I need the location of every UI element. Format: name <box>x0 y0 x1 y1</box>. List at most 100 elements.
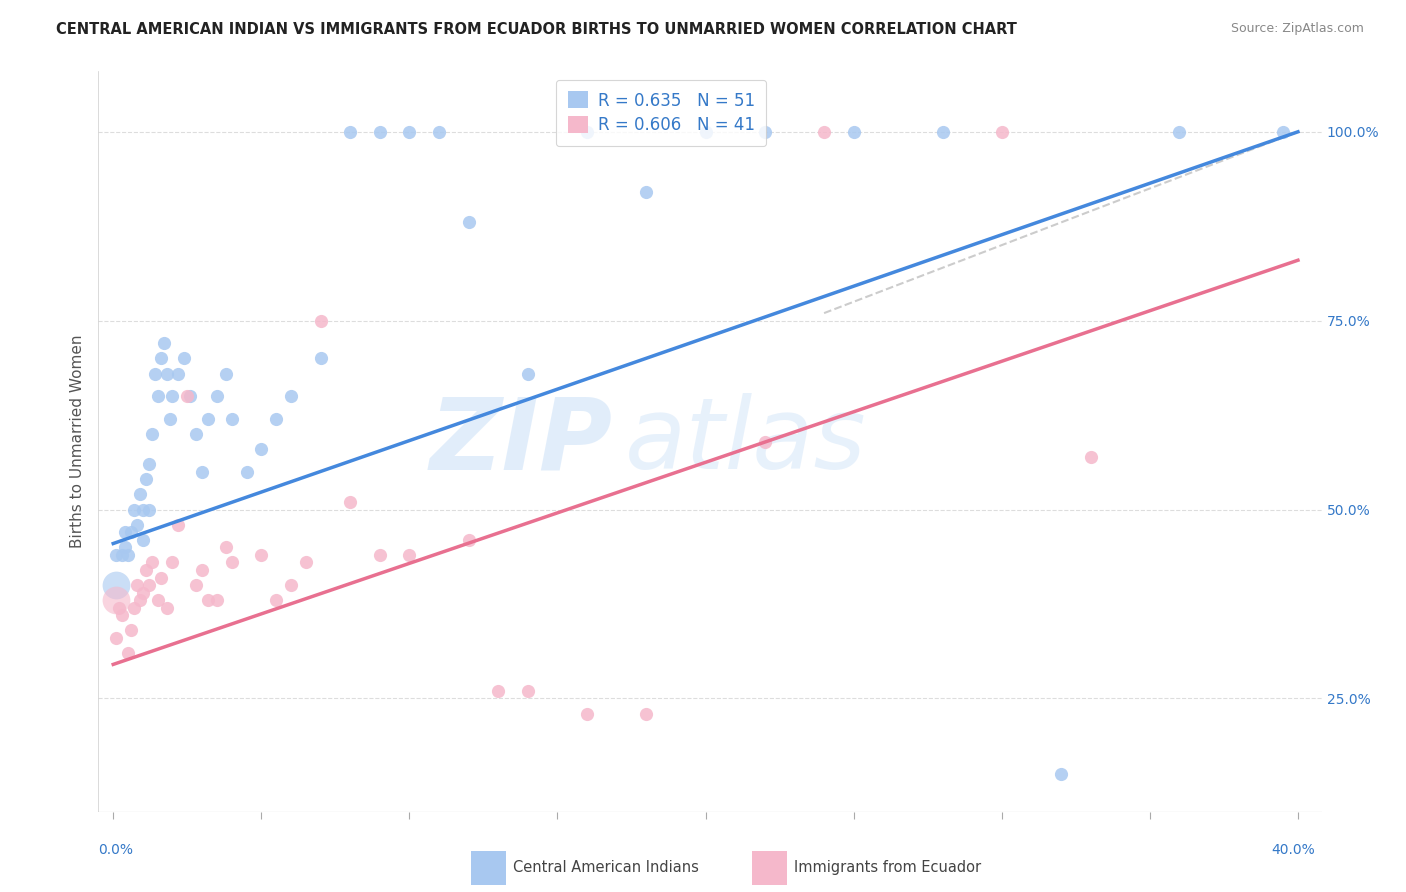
Text: Source: ZipAtlas.com: Source: ZipAtlas.com <box>1230 22 1364 36</box>
Point <box>141 556 163 570</box>
Point <box>427 125 450 139</box>
Point <box>125 517 148 532</box>
Point <box>309 351 332 366</box>
Point <box>754 434 776 449</box>
Point <box>173 351 195 366</box>
Point <box>516 683 538 698</box>
Point <box>152 336 174 351</box>
Point <box>125 578 148 592</box>
Point <box>132 502 155 516</box>
Point <box>1272 125 1295 139</box>
Text: ZIP: ZIP <box>429 393 612 490</box>
Point <box>1080 450 1102 464</box>
Point <box>167 367 190 381</box>
Point <box>120 624 142 638</box>
Point <box>221 556 243 570</box>
Point <box>754 125 776 139</box>
Legend: R = 0.635   N = 51, R = 0.606   N = 41: R = 0.635 N = 51, R = 0.606 N = 41 <box>555 79 766 146</box>
Point <box>176 389 198 403</box>
Point <box>111 548 134 562</box>
Point <box>138 502 160 516</box>
Point <box>235 465 257 479</box>
Point <box>1168 125 1191 139</box>
Point <box>197 593 219 607</box>
Point <box>250 548 273 562</box>
Point <box>339 495 361 509</box>
Point <box>368 125 391 139</box>
Point <box>221 412 243 426</box>
Point <box>179 389 201 403</box>
Point <box>108 600 131 615</box>
Point <box>111 608 134 623</box>
Point <box>264 593 287 607</box>
Point <box>105 578 128 592</box>
Text: atlas: atlas <box>624 393 866 490</box>
Point <box>280 578 302 592</box>
Point <box>842 125 865 139</box>
Point <box>215 367 238 381</box>
Point <box>931 125 953 139</box>
Point <box>294 556 316 570</box>
Point <box>576 706 599 721</box>
Point <box>135 563 157 577</box>
Point <box>486 683 509 698</box>
Point <box>149 570 172 584</box>
Point <box>186 578 208 592</box>
Text: 40.0%: 40.0% <box>1271 843 1315 857</box>
Point <box>398 125 420 139</box>
Point <box>457 215 479 229</box>
Point <box>516 367 538 381</box>
Point <box>205 593 228 607</box>
Point <box>339 125 361 139</box>
Point <box>1050 767 1073 781</box>
Point <box>162 389 184 403</box>
Text: 0.0%: 0.0% <box>98 843 134 857</box>
Point <box>191 563 214 577</box>
Point <box>146 593 169 607</box>
Text: Immigrants from Ecuador: Immigrants from Ecuador <box>794 861 981 875</box>
Point <box>146 389 169 403</box>
Point <box>813 125 835 139</box>
Point <box>132 533 155 547</box>
Point <box>141 427 163 442</box>
Point <box>122 502 145 516</box>
Point <box>149 351 172 366</box>
Point <box>114 525 136 540</box>
Y-axis label: Births to Unmarried Women: Births to Unmarried Women <box>69 334 84 549</box>
Point <box>162 556 184 570</box>
Point <box>191 465 214 479</box>
Point <box>576 125 599 139</box>
Point <box>114 541 136 555</box>
Text: CENTRAL AMERICAN INDIAN VS IMMIGRANTS FROM ECUADOR BIRTHS TO UNMARRIED WOMEN COR: CENTRAL AMERICAN INDIAN VS IMMIGRANTS FR… <box>56 22 1017 37</box>
Point <box>105 631 128 645</box>
Point <box>636 706 658 721</box>
Point <box>143 367 166 381</box>
Point <box>280 389 302 403</box>
Point <box>105 593 128 607</box>
Point <box>457 533 479 547</box>
Point <box>398 548 420 562</box>
Point <box>128 487 150 501</box>
Point <box>132 585 155 599</box>
Point <box>128 593 150 607</box>
Point <box>695 125 717 139</box>
Point <box>117 646 139 660</box>
Point <box>250 442 273 456</box>
Point <box>205 389 228 403</box>
Point <box>186 427 208 442</box>
Point <box>122 600 145 615</box>
Point <box>117 548 139 562</box>
Point <box>138 578 160 592</box>
Point <box>105 548 128 562</box>
Point <box>309 313 332 327</box>
Point <box>120 525 142 540</box>
Point <box>264 412 287 426</box>
Point <box>197 412 219 426</box>
Point <box>135 472 157 486</box>
Point <box>990 125 1012 139</box>
Point <box>138 457 160 471</box>
Point <box>155 600 177 615</box>
Point <box>636 186 658 200</box>
Text: Central American Indians: Central American Indians <box>513 861 699 875</box>
Point <box>155 367 177 381</box>
